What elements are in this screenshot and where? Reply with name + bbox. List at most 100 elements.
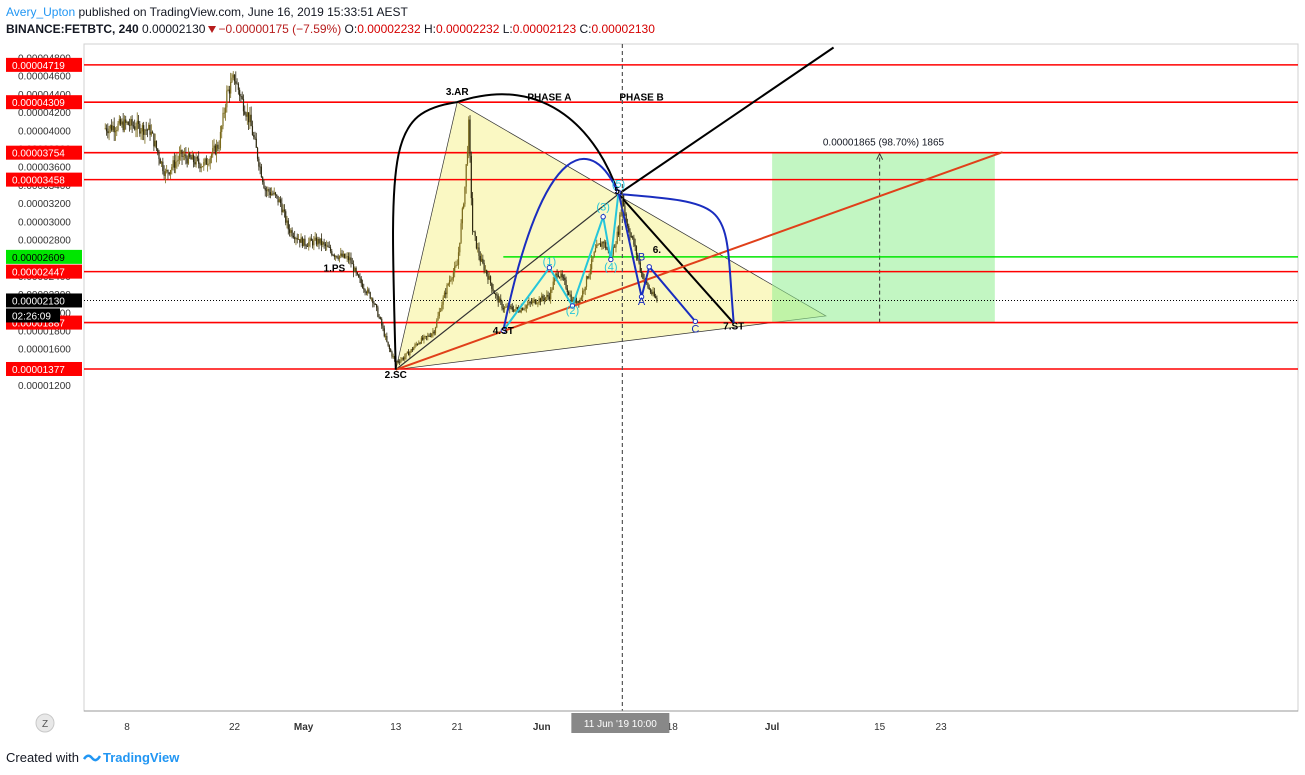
candle-body: [349, 257, 351, 261]
candle-body: [196, 157, 198, 159]
candle-body: [550, 289, 552, 300]
open-value: 0.00002232: [357, 22, 421, 36]
candle-body: [588, 274, 590, 279]
candle-body: [218, 148, 220, 149]
candle-body: [534, 299, 536, 304]
candle-body: [566, 288, 568, 293]
candle-body: [450, 279, 452, 281]
candle-body: [167, 170, 169, 173]
candle-body: [135, 129, 137, 131]
candle-body: [454, 266, 456, 273]
trend-line: [617, 193, 735, 324]
candle-body: [139, 123, 141, 134]
footer: Created with TradingView: [6, 750, 179, 765]
zoom-button: [35, 713, 55, 733]
candle-body: [478, 247, 480, 256]
candle-body: [643, 278, 645, 280]
candle-body: [388, 345, 390, 350]
candle-body: [612, 246, 614, 255]
candle-body: [285, 211, 287, 223]
wave-point: [569, 303, 576, 309]
candle-body: [300, 237, 302, 243]
candle-body: [351, 263, 353, 265]
symbol-ohlc-line: BINANCE:FETBTC, 240 0.00002130 −0.0000017…: [6, 22, 655, 36]
candle-body: [319, 238, 321, 244]
candle-body: [511, 306, 513, 310]
candle-body: [615, 243, 617, 248]
price-chart[interactable]: 0.00001865 (98.70%) 1865 1.PS 2.SC 3.AR 4.ST…: [0, 40, 1305, 742]
candle-body: [521, 308, 524, 311]
x-tick-label: 21: [452, 722, 464, 733]
candle-body: [593, 252, 595, 258]
candles: [104, 71, 658, 366]
candle-body: [232, 74, 234, 78]
candle-body: [213, 145, 215, 149]
candle-body: [606, 248, 608, 250]
candle-body: [409, 351, 411, 356]
wyckoff-label: 2.SC: [385, 370, 407, 381]
wave-label: (2): [566, 305, 579, 317]
wave-label: (4): [604, 261, 617, 273]
candle-body: [327, 245, 329, 248]
last-price: 0.00002130: [142, 22, 206, 36]
candle-body: [539, 298, 542, 302]
candle-body: [190, 157, 192, 160]
candle-body: [273, 192, 275, 195]
candle-body: [352, 263, 355, 272]
candle-body: [390, 349, 392, 352]
candle-body: [401, 357, 403, 360]
candle-body: [201, 166, 204, 168]
candle-body: [527, 304, 529, 306]
candle-body: [155, 140, 158, 149]
wave-point: [546, 265, 553, 271]
candle-body: [152, 131, 154, 134]
candle-body: [557, 275, 559, 277]
candle-body: [291, 230, 293, 236]
candle-body: [468, 119, 470, 152]
candle-body: [280, 199, 282, 204]
crosshair-time-tag: [571, 713, 670, 733]
candle-body: [547, 294, 549, 297]
y-tick-label: 0.00003000: [18, 217, 71, 228]
candle-body: [176, 160, 178, 162]
candle-body: [125, 119, 127, 123]
wave-label: B: [638, 251, 645, 263]
price-level-tag-label: 0.00003754: [12, 149, 65, 160]
candle-body: [317, 238, 319, 245]
candle-body: [200, 166, 202, 169]
candle-body: [347, 256, 350, 261]
candle-body: [322, 242, 324, 246]
candle-body: [256, 147, 259, 159]
candle-body: [584, 286, 586, 291]
wave-point: [608, 256, 614, 263]
symbol-label[interactable]: BINANCE:FETBTC, 240: [6, 22, 139, 36]
candle-body: [506, 306, 508, 308]
candle-body: [287, 220, 289, 230]
candle-body: [374, 304, 376, 305]
candle-body: [396, 361, 398, 363]
candle-body: [565, 279, 567, 289]
candle-body: [365, 292, 367, 294]
candle-body: [204, 158, 206, 163]
rising-trend-line: [395, 151, 1003, 371]
candle-body: [337, 257, 339, 259]
candle-body: [306, 246, 309, 247]
wyckoff-label: 4.ST: [493, 326, 514, 337]
candle-body: [312, 240, 314, 246]
candle-body: [146, 129, 149, 131]
candle-body: [367, 289, 369, 294]
candle-body: [122, 121, 124, 131]
candle-body: [614, 246, 616, 248]
candle-body: [616, 231, 618, 244]
candle-body: [413, 347, 415, 351]
x-tick-label: May: [294, 722, 314, 733]
countdown-tag: [6, 308, 60, 323]
wyckoff-label: 7.ST: [723, 322, 744, 333]
candle-body: [459, 242, 461, 253]
tradingview-brand[interactable]: TradingView: [102, 750, 180, 765]
close-label: C:: [579, 22, 592, 36]
candle-body: [376, 304, 378, 308]
candle-body: [440, 310, 442, 312]
author-link[interactable]: Avery_Upton: [6, 5, 76, 19]
candle-body: [163, 171, 165, 176]
